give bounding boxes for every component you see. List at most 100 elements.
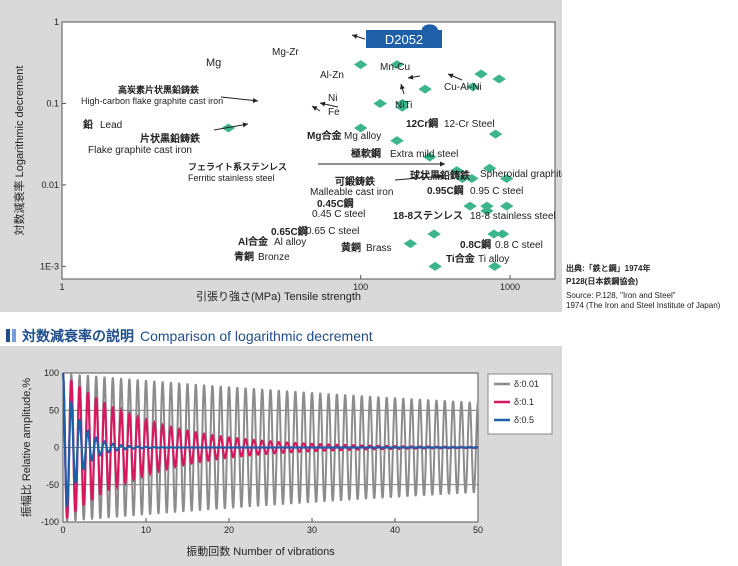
data-point	[466, 82, 480, 92]
data-point	[395, 102, 410, 112]
legend-label: δ:0.01	[514, 379, 539, 389]
annotation-label: Ti合金	[446, 252, 476, 265]
annotation-label: 片状黒鉛鋳鉄	[140, 132, 200, 145]
annotation-label: 0.95 C steel	[470, 186, 523, 197]
annotation-label: 黄銅	[341, 241, 361, 254]
legend	[487, 373, 553, 435]
annotation-label: Ni	[328, 93, 337, 104]
arrow-head	[440, 161, 445, 167]
annotation-label: 0.8 C steel	[495, 240, 543, 251]
annotation-label: 0.65 C steel	[306, 226, 359, 237]
annotation-label: Mn-Cu	[380, 62, 410, 73]
annotation-label: Brass	[366, 243, 392, 254]
y-tick-label: -100	[41, 517, 59, 527]
y-tick-label: 0	[54, 443, 59, 453]
data-point	[455, 173, 470, 183]
annotation-label: 12-Cr Steel	[444, 119, 495, 130]
annotation-label: Mg合金	[307, 129, 342, 142]
legend-label: δ:0.1	[514, 397, 534, 407]
data-point	[403, 239, 418, 249]
y-tick-label: 50	[49, 405, 59, 415]
data-point	[482, 163, 497, 173]
annotation-label: 0.65C鋼	[271, 225, 308, 238]
annotation-label: 青銅	[234, 250, 254, 263]
data-point	[418, 84, 432, 94]
data-point	[499, 173, 514, 183]
data-point	[474, 69, 488, 79]
source-line-4: 1974 (The Iron and Steel Institute of Ja…	[566, 301, 721, 310]
annotation-label: 可鍛鋳鉄	[335, 175, 375, 188]
annotation-label: 0.45C鋼	[317, 197, 354, 210]
data-point	[353, 123, 368, 133]
annotation-label: Flake graphite cast iron	[88, 145, 192, 156]
annotation-label: Ferritic stainless steel	[188, 173, 275, 183]
x-tick-label: 10	[141, 525, 151, 535]
data-point	[495, 229, 510, 239]
annotation-label: Spheroidal graphite cast iron	[480, 169, 562, 180]
annotation-label: Al alloy	[274, 237, 306, 248]
y-tick-label: 1E-3	[40, 261, 59, 271]
y-tick-label: -50	[46, 480, 59, 490]
annotation-label: 鉛	[83, 118, 93, 131]
arrow-head	[437, 173, 443, 179]
data-point	[427, 229, 441, 239]
arrow-head	[408, 74, 414, 80]
x-tick-label: 50	[473, 525, 483, 535]
data-point	[428, 261, 442, 271]
annotation-label: Mg	[206, 57, 221, 69]
source-line-2: P128(日本鉄鋼協会)	[566, 277, 639, 286]
annotation-label: Al-Zn	[320, 70, 344, 81]
data-point	[423, 152, 437, 162]
data-point	[480, 201, 494, 211]
data-point	[373, 98, 387, 108]
section-title: 対数減衰率の説明 Comparison of logarithmic decrem…	[6, 326, 373, 346]
y-tick-label: 1	[54, 17, 59, 27]
data-point	[221, 123, 236, 133]
annotation-label: Lead	[100, 120, 122, 131]
data-point	[492, 74, 506, 84]
annotation-label: 18-8 stainless steel	[470, 211, 556, 222]
source-line-3: Source: P.128, "Iron and Steel"	[566, 291, 676, 300]
data-point	[488, 261, 502, 271]
x-axis-label: 振動回数 Number of vibrations	[186, 544, 335, 558]
annotation-label: 球状黒鉛鋳鉄	[410, 169, 470, 182]
x-tick-label: 40	[390, 525, 400, 535]
y-tick-label: 0.1	[46, 98, 59, 108]
annotation-label: Extra mild steel	[390, 149, 458, 160]
data-point	[390, 60, 404, 70]
arrow-head	[242, 122, 248, 128]
arrow-head	[400, 84, 405, 90]
data-point	[465, 173, 479, 183]
d2052-label: D2052	[385, 32, 423, 47]
annotation-arrow	[220, 96, 259, 102]
legend-label: δ:0.5	[514, 415, 534, 425]
y-axis-label: 対数減衰率 Logarithmic decrement	[12, 66, 26, 236]
annotation-label: Al合金	[238, 235, 269, 248]
scatter-plot-area	[61, 21, 556, 280]
annotation-label: Mg-Zr	[272, 47, 299, 58]
annotation-label: 0.45 C steel	[312, 209, 365, 220]
x-tick-label: 1000	[500, 282, 520, 292]
arrow-head	[252, 97, 258, 103]
arrow-head	[448, 73, 454, 79]
data-point	[480, 206, 494, 216]
y-tick-label: 100	[44, 368, 59, 378]
x-axis-label: 引張り強さ(MPa) Tensile strength	[196, 289, 361, 303]
x-tick-label: 30	[307, 525, 317, 535]
annotation-label: 高炭素片状黒鉛鋳鉄	[118, 84, 200, 95]
annotation-label: 極軟鋼	[351, 147, 381, 160]
data-point	[499, 201, 514, 211]
section-marker-2	[12, 329, 16, 342]
data-point	[390, 136, 404, 146]
annotation-arrow	[213, 123, 249, 131]
annotation-label: 18-8ステンレス	[393, 210, 463, 222]
section-title-en: Comparison of logarithmic decrement	[140, 328, 373, 344]
arrow-head	[312, 106, 318, 111]
annotation-label: Ti alloy	[478, 254, 509, 265]
annotation-label: Malleable cast iron	[310, 187, 393, 198]
annotation-label: フェライト系ステンレス	[188, 161, 287, 172]
annotation-label: 12Cr鋼	[406, 117, 438, 130]
data-point	[488, 129, 503, 139]
source-line-1: 出典:「鉄と鋼」1974年	[566, 264, 651, 273]
